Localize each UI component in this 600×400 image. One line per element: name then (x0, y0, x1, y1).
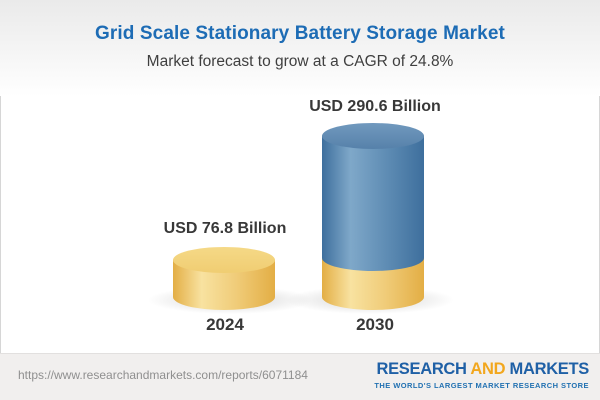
bar-2024-value-label: USD 76.8 Billion (163, 220, 287, 237)
report-url: https://www.researchandmarkets.com/repor… (18, 368, 308, 382)
chart-subtitle: Market forecast to grow at a CAGR of 24.… (146, 53, 454, 70)
logo-word-and: AND (470, 360, 506, 378)
bar-2030-category-label: 2030 (356, 315, 394, 334)
logo-word-markets: MARKETS (509, 360, 590, 378)
logo-wordmark: RESEARCH AND MARKETS (374, 360, 589, 379)
chart-header: Grid Scale Stationary Battery Storage Ma… (0, 0, 600, 96)
footer-bar: https://www.researchandmarkets.com/repor… (0, 353, 600, 400)
chart-title: Grid Scale Stationary Battery Storage Ma… (95, 23, 505, 44)
logo-tagline: THE WORLD'S LARGEST MARKET RESEARCH STOR… (374, 381, 589, 390)
logo-word-research: RESEARCH (376, 360, 467, 378)
bar-2024-category-label: 2024 (206, 315, 244, 334)
research-and-markets-logo: RESEARCH AND MARKETS THE WORLD'S LARGEST… (374, 360, 589, 390)
bar-2030-value-label: USD 290.6 Billion (309, 98, 441, 115)
